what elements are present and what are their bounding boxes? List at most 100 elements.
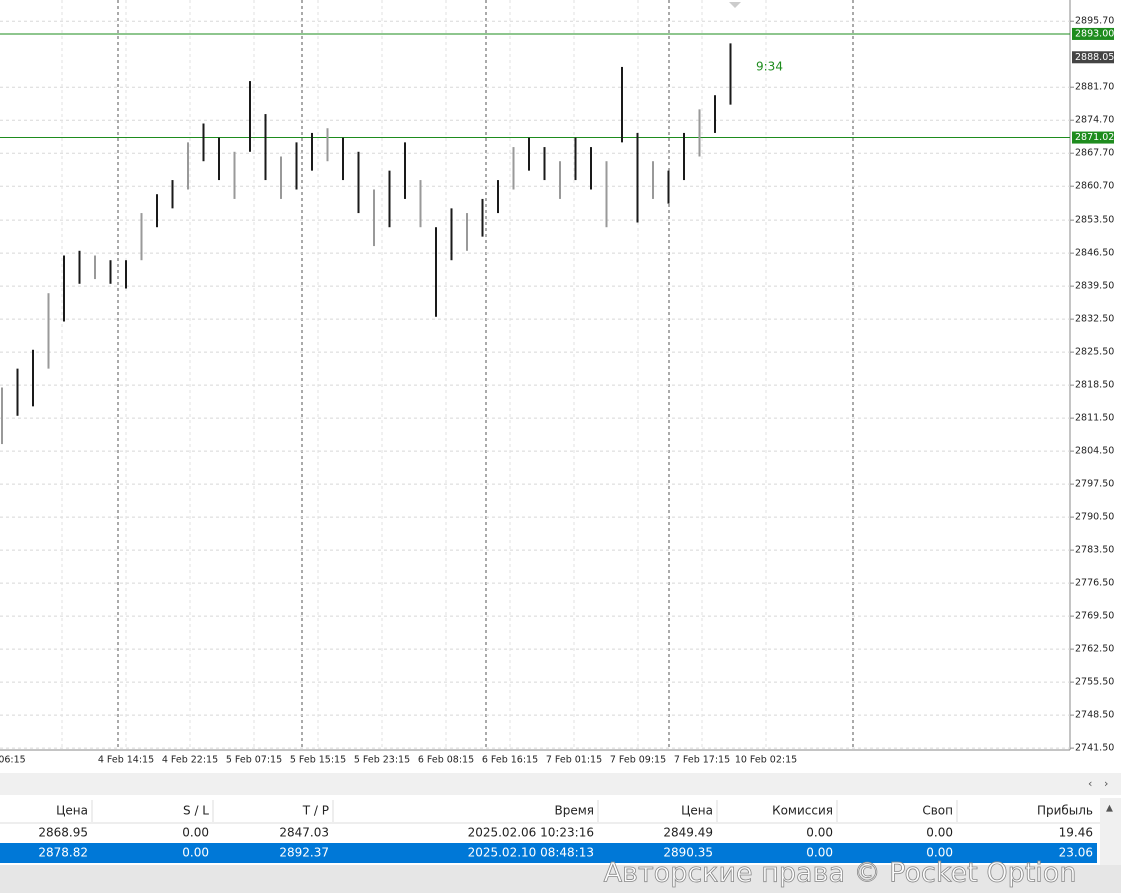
price-bar [435,227,437,317]
price-bar [187,142,189,190]
table-scrollbar [1100,798,1121,865]
x-tick-label: 06:15 [0,755,26,766]
price-bar [47,293,50,369]
price-bar [404,142,406,199]
column-header: Цена [681,804,713,818]
level-label: 2893.00 [1075,28,1114,39]
price-bar [605,161,608,228]
price-bar [559,161,561,199]
price-bar [140,213,143,261]
x-tick-label: 7 Feb 09:15 [610,755,666,766]
cell: 2025.02.06 10:23:16 [468,826,594,840]
x-tick-label: 6 Feb 16:15 [482,755,538,766]
price-bar [419,180,422,228]
price-bar [295,142,298,190]
y-tick-label: 2839.50 [1075,281,1114,292]
column-header: S / L [183,804,209,818]
price-bar [63,255,65,322]
price-bar [574,137,577,181]
column-header: Время [554,804,594,818]
y-tick-label: 2895.70 [1075,16,1114,27]
cell: 2878.82 [38,846,88,860]
countdown: 9:34 [756,60,783,74]
cell: 19.46 [1059,826,1093,840]
cell: 0.00 [806,846,833,860]
price-bar [683,132,685,181]
x-tick-label: 5 Feb 07:15 [226,755,282,766]
separators [117,0,854,750]
price-bar [512,147,515,190]
price-bar [450,208,453,261]
price-bar [497,180,499,214]
price-bar [94,255,96,280]
price-bar [202,123,205,162]
x-tick-label: 7 Feb 17:15 [674,755,730,766]
price-bar [32,349,34,407]
y-tick-label: 2811.50 [1075,413,1114,424]
column-header: Своп [922,804,953,818]
price-bar [528,137,530,171]
scroll-right[interactable]: › [1104,777,1108,790]
cell: 0.00 [182,826,209,840]
x-tick-label: 4 Feb 22:15 [162,755,218,766]
price-bar [342,137,344,181]
price-bar [388,170,391,228]
price-bar [280,156,282,199]
y-tick-label: 2741.50 [1075,743,1114,754]
cell: 2849.49 [663,826,713,840]
cell: 2868.95 [38,826,88,840]
column-header: T / P [302,804,329,818]
scroll-left[interactable]: ‹ [1088,777,1092,790]
x-tick-label: 5 Feb 23:15 [354,755,410,766]
x-tick-label: 10 Feb 02:15 [735,755,797,766]
price-bar [78,250,81,284]
price-bar [373,189,375,247]
y-tick-label: 2748.50 [1075,710,1114,721]
level-label: 2871.02 [1075,132,1114,143]
y-tick-label: 2769.50 [1075,611,1114,622]
cell: 23.06 [1059,846,1093,860]
y-tick-label: 2783.50 [1075,545,1114,556]
price-bar [667,170,670,204]
price-bar [233,151,236,199]
selected-row-bg [0,843,1097,863]
price-bar [249,81,251,152]
price-bar [481,198,484,237]
status-bar [0,865,1121,893]
price-bar [466,213,468,251]
current-price-box [1072,51,1114,64]
y-tick-label: 2860.70 [1075,181,1114,192]
y-tick-label: 2867.70 [1075,148,1114,159]
y-tick-label: 2790.50 [1075,512,1114,523]
cell: 0.00 [926,826,953,840]
cell: 0.00 [806,826,833,840]
y-tick-label: 2881.70 [1075,82,1114,93]
level-box [1072,131,1114,144]
current-price-label: 2888.05 [1075,52,1114,63]
cell: 0.00 [182,846,209,860]
shift-marker [729,2,741,8]
x-tick-label: 6 Feb 08:15 [418,755,474,766]
scroll-up[interactable]: ▲ [1106,804,1113,814]
price-bar [311,132,313,171]
y-tick-label: 2846.50 [1075,248,1114,259]
price-bar [156,194,158,228]
y-tick-label: 2832.50 [1075,314,1114,325]
price-bar [125,260,127,289]
price-bar [264,114,267,181]
y-tick-label: 2804.50 [1075,446,1114,457]
y-tick-label: 2853.50 [1075,215,1114,226]
level-box [1072,27,1114,40]
y-tick-label: 2776.50 [1075,578,1114,589]
column-header: Комиссия [772,804,833,818]
price-bar [729,43,732,105]
column-header: Цена [56,804,88,818]
price-bar [652,161,654,199]
price-bar [109,260,112,284]
cell: 0.00 [926,846,953,860]
price-bar [171,180,174,209]
price-bar [621,66,623,143]
price-bar [218,137,220,181]
